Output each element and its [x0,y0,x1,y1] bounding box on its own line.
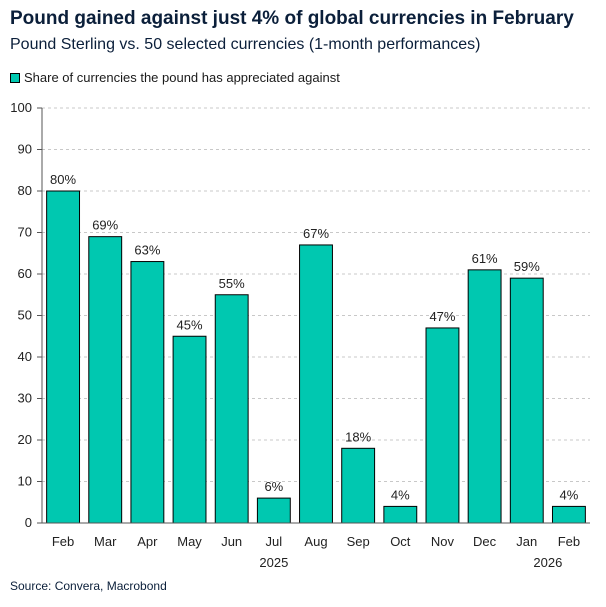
bar [341,447,376,524]
x-tick-label: Oct [390,534,411,549]
bar-data-label: 4% [391,487,410,502]
bar-data-label: 63% [134,243,160,258]
bar-data-label: 55% [219,276,245,291]
bar [214,294,249,524]
bar [130,261,165,524]
bar-data-label: 45% [177,317,203,332]
x-tick-label: Apr [137,534,158,549]
bar-data-label: 80% [50,172,76,187]
y-tick-label: 10 [18,474,32,489]
bar-data-label: 69% [92,218,118,233]
x-tick-label: Nov [431,534,455,549]
y-tick-label: 70 [18,225,32,240]
x-tick-label: Aug [304,534,327,549]
y-tick-label: 90 [18,142,32,157]
x-year-label: 2026 [533,555,562,570]
bar [551,505,586,524]
y-tick-label: 60 [18,266,32,281]
x-tick-label: Dec [473,534,497,549]
bar-data-label: 61% [472,251,498,266]
x-tick-label: Jan [516,534,537,549]
bar [425,327,460,524]
x-tick-label: Jul [266,534,283,549]
bar [509,277,544,524]
bar [88,236,123,524]
source-note: Source: Convera, Macrobond [10,579,167,593]
y-tick-label: 100 [10,100,32,115]
chart-subtitle: Pound Sterling vs. 50 selected currencie… [10,36,481,53]
bar [256,497,291,524]
bar [467,269,502,524]
x-tick-label: Feb [52,534,74,549]
bar-data-label: 59% [514,259,540,274]
y-tick-label: 20 [18,432,32,447]
bar [383,505,418,524]
y-tick-label: 50 [18,308,32,323]
x-tick-label: Feb [558,534,580,549]
bar-data-label: 47% [429,309,455,324]
x-tick-label: Mar [94,534,117,549]
x-tick-label: Sep [347,534,370,549]
y-tick-label: 80 [18,183,32,198]
x-year-label: 2025 [259,555,288,570]
y-tick-label: 30 [18,391,32,406]
bar-data-label: 6% [264,479,283,494]
bar [299,244,333,524]
x-tick-label: Jun [221,534,242,549]
bar [46,190,81,524]
x-tick-label: May [177,534,202,549]
y-tick-label: 0 [25,515,32,530]
legend-swatch [10,72,20,83]
legend-label: Share of currencies the pound has apprec… [24,70,340,85]
legend: Share of currencies the pound has apprec… [10,70,340,85]
bar [172,335,207,524]
y-tick-label: 40 [18,349,32,364]
bar-data-label: 18% [345,429,371,444]
bar-data-label: 67% [303,226,329,241]
chart-title: Pound gained against just 4% of global c… [10,8,574,29]
bar-data-label: 4% [560,487,579,502]
